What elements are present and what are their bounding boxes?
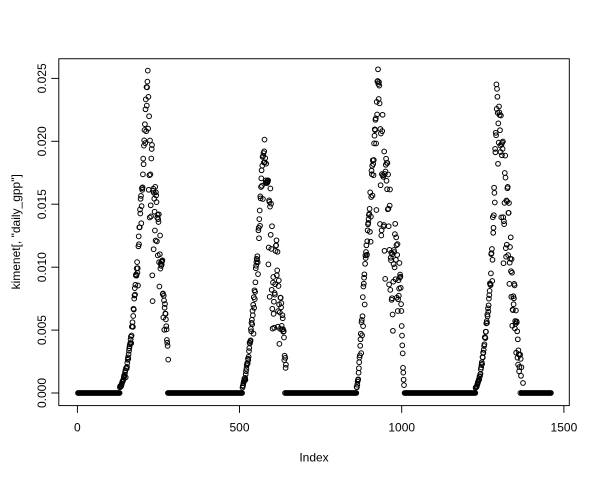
svg-text:0.025: 0.025 [35, 63, 49, 93]
svg-text:kimenet[, "daily_gpp"]: kimenet[, "daily_gpp"] [9, 174, 23, 289]
svg-text:0: 0 [74, 421, 81, 435]
svg-text:Index: Index [299, 451, 328, 465]
svg-text:0.010: 0.010 [35, 252, 49, 282]
svg-text:0.015: 0.015 [35, 189, 49, 219]
svg-text:0.000: 0.000 [35, 378, 49, 408]
svg-text:500: 500 [229, 421, 249, 435]
svg-text:1500: 1500 [551, 421, 578, 435]
svg-text:0.005: 0.005 [35, 315, 49, 345]
svg-text:0.020: 0.020 [35, 126, 49, 156]
svg-text:1000: 1000 [388, 421, 415, 435]
